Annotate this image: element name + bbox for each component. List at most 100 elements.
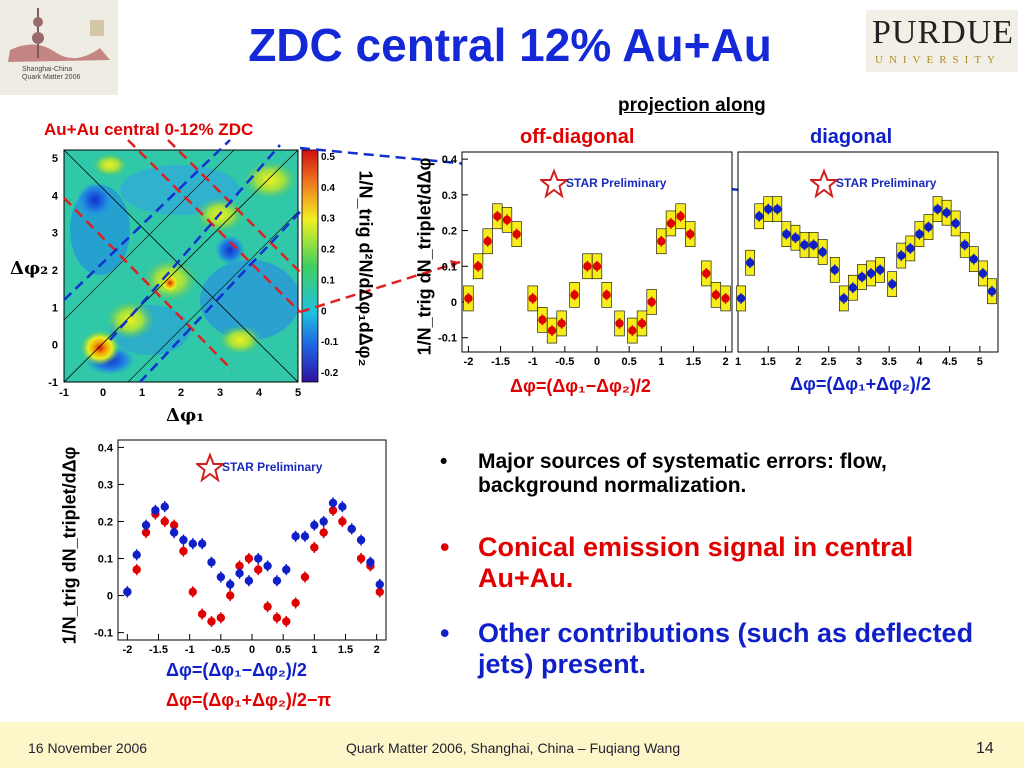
data-point [839, 294, 849, 303]
colorbar-tick: -0.1 [321, 337, 339, 348]
map-ticks: -1 0 1 2 3 4 5 5 4 3 2 1 0 -1 [48, 153, 301, 399]
data-point [263, 561, 272, 571]
shanghai-tower-icon [0, 0, 118, 95]
data-point [592, 262, 602, 271]
diagonal-chart: 1 1.5 2 2.5 3 3.5 4 4.5 5 [735, 196, 997, 368]
purdue-sub: UNIVERSITY [875, 54, 1001, 66]
y-tick-label: 0.1 [98, 554, 113, 566]
data-point [310, 520, 319, 530]
data-point [473, 262, 483, 271]
x-tick-label: 1 [658, 356, 664, 368]
page-number: 14 [976, 740, 994, 757]
data-point [179, 535, 188, 545]
projection-heading: projection along [618, 95, 766, 116]
y-tick-label: 0.4 [98, 442, 114, 454]
data-point [160, 517, 169, 526]
data-point [169, 520, 179, 530]
data-point [830, 265, 839, 275]
data-point [960, 240, 969, 250]
map-y-tick: 3 [52, 228, 58, 240]
colorbar-tick: 0.5 [321, 152, 335, 163]
data-point [272, 576, 282, 585]
bullet-dot: • [440, 450, 448, 473]
map-x-label: Δφ₁ [166, 405, 205, 426]
data-point [906, 244, 915, 253]
map-x-tick: 0 [100, 387, 106, 399]
data-point [319, 528, 328, 537]
data-point [602, 290, 611, 300]
data-point [300, 532, 310, 541]
data-point [366, 558, 375, 567]
purdue-name: PURDUE [872, 14, 1015, 51]
diagonal-label: diagonal [810, 126, 893, 148]
map-y-tick: 4 [52, 190, 59, 202]
off-diagonal-chart: -2 -1.5 -1 -0.5 0 0.5 1 1.5 2 0.4 0.3 0.2 0.1 0 -0.1 [438, 154, 731, 368]
bullet-text: Major sources of systematic errors: flow… [478, 450, 887, 497]
footer-date: 16 November 2006 [28, 740, 148, 756]
bullet-dot: • [440, 618, 450, 648]
data-point [151, 506, 160, 515]
data-point [528, 294, 537, 303]
x-tick-label: 3 [856, 356, 862, 368]
y-tick-label: 0.3 [98, 479, 113, 491]
map-x-tick: 2 [178, 387, 184, 399]
data-point [764, 204, 773, 214]
data-point [721, 294, 730, 303]
data-point [291, 532, 300, 541]
data-point [197, 609, 207, 619]
diagonal-chart-frame [737, 151, 999, 353]
data-point [987, 287, 997, 296]
data-point [773, 204, 782, 214]
data-point [736, 294, 746, 303]
x-tick-label: 3.5 [882, 356, 897, 368]
data-point [188, 587, 197, 597]
purdue-logo: PURDUE UNIVERSITY [866, 10, 1018, 72]
colorbar-tick: 0.3 [321, 214, 335, 225]
data-point [915, 229, 924, 239]
data-point [141, 520, 151, 530]
data-point [338, 502, 347, 511]
colorbar-tick: -0.2 [321, 368, 339, 379]
data-point [818, 247, 827, 257]
x-tick-label: 1 [311, 644, 317, 656]
map-y-label: Δφ₂ [10, 258, 49, 279]
data-point [282, 617, 291, 626]
data-point [328, 498, 338, 508]
data-point [375, 580, 384, 589]
y-tick-label: -0.1 [438, 333, 457, 345]
data-point [319, 517, 328, 526]
x-tick-label: -1 [185, 644, 195, 656]
star-label: STAR Preliminary [566, 176, 667, 190]
data-point [711, 290, 721, 300]
data-point [225, 580, 235, 589]
data-point [169, 528, 179, 537]
diagonal-x-label: Δφ=(Δφ₁+Δφ₂)/2 [790, 374, 931, 394]
x-tick-label: 2 [723, 356, 729, 368]
data-point [615, 319, 624, 328]
slide-title: ZDC central 12% Au+Au [248, 19, 772, 71]
data-point [791, 233, 800, 242]
logo-caption-1: Shanghai-China [22, 66, 73, 73]
projection-y-label: 1/N_trig dN_triplet/dΔφ [414, 157, 435, 356]
data-point [702, 269, 711, 278]
colorbar-tick: 0.2 [321, 245, 335, 256]
x-tick-label: 0 [594, 356, 600, 368]
legend-blue: Δφ=(Δφ₁−Δφ₂)/2 [166, 660, 307, 680]
map-y-tick: 1 [52, 302, 58, 314]
map-y-tick: 0 [52, 340, 58, 352]
data-point [809, 240, 818, 250]
y-tick-label: 0.2 [442, 226, 457, 238]
x-tick-label: 0.5 [621, 356, 636, 368]
off-diagonal-x-label: Δφ=(Δφ₁−Δφ₂)/2 [510, 376, 651, 396]
data-point [857, 272, 867, 282]
comparison-chart-frame [117, 439, 387, 641]
data-point [512, 229, 521, 239]
off-diagonal-chart-frame [461, 151, 733, 353]
y-tick-label: 0.4 [442, 154, 458, 166]
logo-caption-2: Quark Matter 2006 [22, 74, 81, 81]
projection-bands [63, 139, 750, 383]
data-point [978, 269, 988, 278]
footer-center: Quark Matter 2006, Shanghai, China – Fuq… [346, 740, 681, 756]
map-x-tick: -1 [59, 387, 69, 399]
